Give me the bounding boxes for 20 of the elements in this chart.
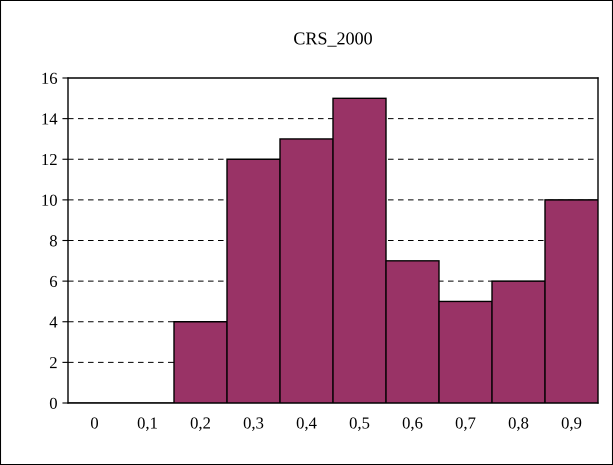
x-tick-label: 0,3 <box>244 417 264 432</box>
y-tick-label: 16 <box>42 72 58 84</box>
x-tick-label: 0,4 <box>296 417 317 432</box>
y-tick-label: 0 <box>50 398 57 409</box>
y-tick-label: 2 <box>50 357 57 368</box>
x-tick-label: 0,1 <box>138 417 157 432</box>
chart-title: CRS_2000 <box>294 32 372 47</box>
y-tick-label: 6 <box>50 276 58 288</box>
y-tick-label: 10 <box>42 194 57 206</box>
x-tick-label: 0,9 <box>562 417 582 432</box>
x-tick-label: 0,8 <box>508 417 528 432</box>
y-tick-label: 8 <box>50 235 57 246</box>
y-tick-label: 14 <box>42 113 58 124</box>
x-tick-label: 0,7 <box>456 417 476 432</box>
x-tick-label: 0,5 <box>350 417 370 432</box>
y-tick-label: 12 <box>42 154 57 166</box>
x-tick-label: 0,6 <box>402 417 422 432</box>
x-tick-label: 0,2 <box>190 417 210 432</box>
x-tick-label: 0 <box>90 417 98 429</box>
y-tick-label: 4 <box>50 316 58 328</box>
